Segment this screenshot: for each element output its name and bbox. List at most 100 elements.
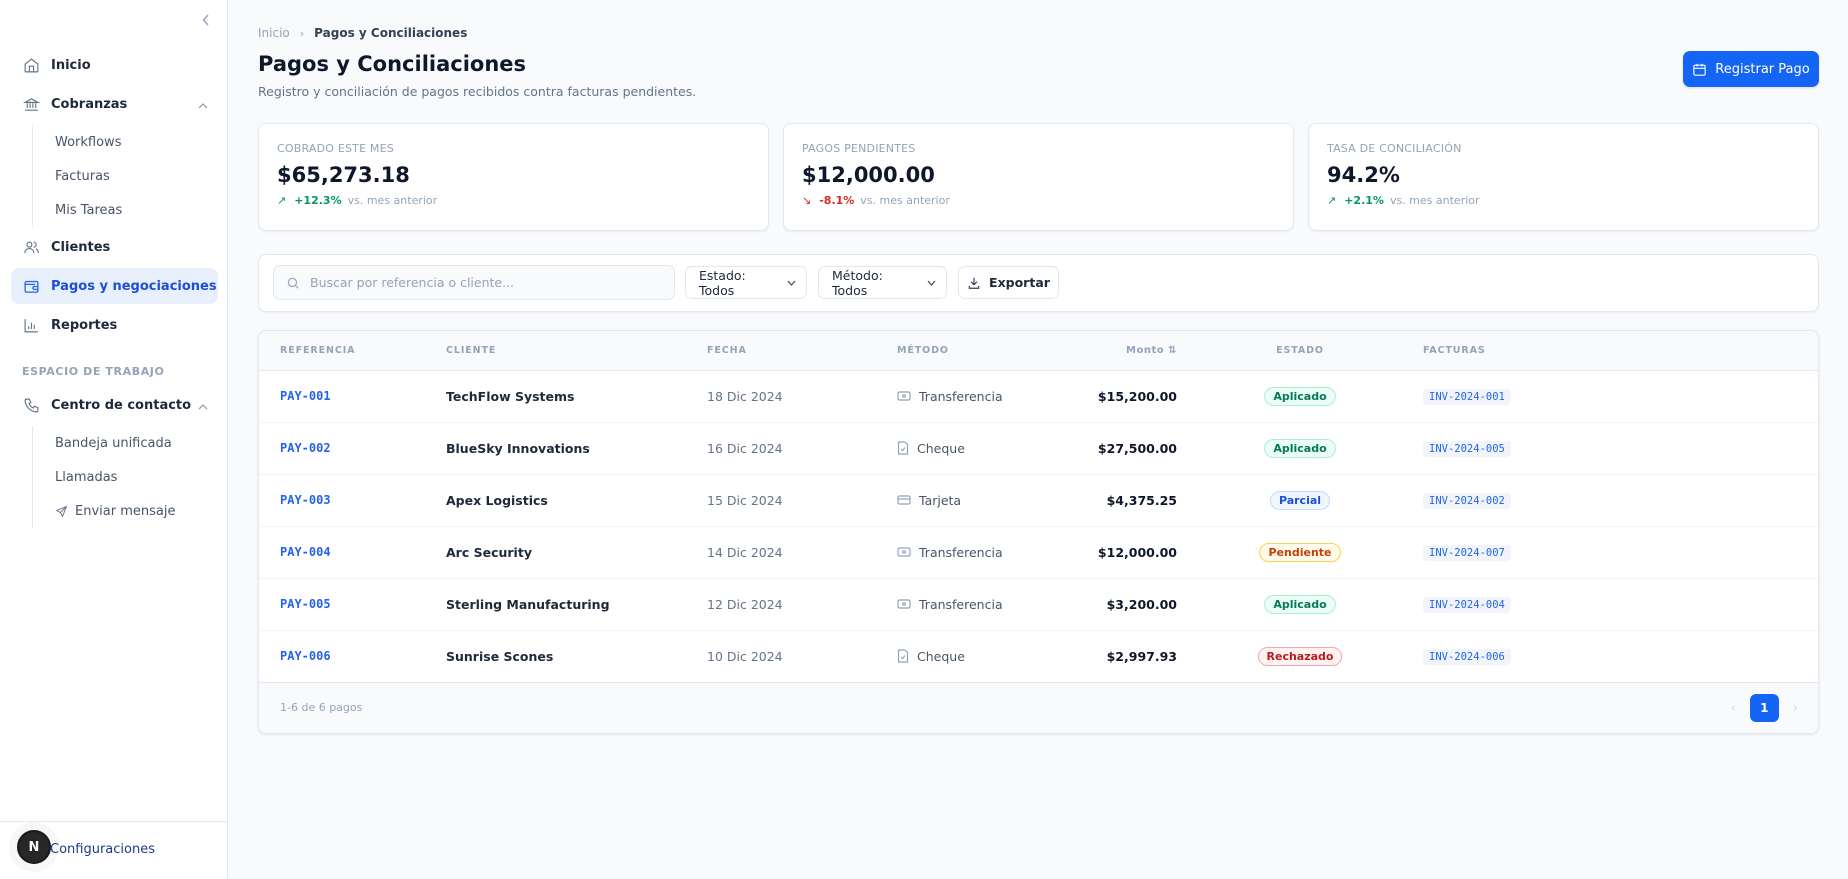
chevron-down-icon: [927, 280, 936, 286]
sidebar-subitem-workflows[interactable]: Workflows: [55, 134, 122, 150]
table-row[interactable]: PAY-004 Arc Security 14 Dic 2024 Transfe…: [259, 526, 1818, 578]
payment-reference-link[interactable]: PAY-003: [280, 493, 331, 507]
kpi-card-tasa: Tasa de conciliación 94.2% ↗ +2.1% vs. m…: [1308, 123, 1819, 231]
table-row[interactable]: PAY-006 Sunrise Scones 10 Dic 2024 Chequ…: [259, 630, 1818, 682]
invoice-cell: INV-2024-006: [1423, 630, 1818, 682]
sidebar-item-label: Cobranzas: [51, 96, 128, 112]
invoice-cell: INV-2024-005: [1423, 422, 1818, 474]
workspace-section-label: ESPACIO DE TRABAJO: [22, 364, 165, 378]
column-header-metodo: Método: [897, 344, 949, 356]
prev-page-button[interactable]: ‹: [1730, 700, 1736, 716]
column-header-referencia: Referencia: [280, 344, 356, 356]
bank-transfer-icon: [897, 546, 911, 558]
client-name: Arc Security: [446, 544, 532, 560]
chevron-left-icon: [202, 14, 209, 26]
table-row[interactable]: PAY-001 TechFlow Systems 18 Dic 2024 Tra…: [259, 370, 1818, 422]
payment-reference-link[interactable]: PAY-002: [280, 441, 331, 455]
sidebar-subitem-bandeja[interactable]: Bandeja unificada: [55, 435, 172, 451]
kpi-value: 94.2%: [1327, 163, 1400, 187]
kpi-label: Cobrado este mes: [277, 142, 394, 155]
sidebar-item-reportes[interactable]: Reportes: [11, 307, 218, 343]
sidebar-item-label: Clientes: [51, 239, 111, 255]
estado-filter-select[interactable]: Estado: Todos: [685, 266, 807, 299]
kpi-label: Pagos pendientes: [802, 142, 916, 155]
payment-reference-link[interactable]: PAY-006: [280, 649, 331, 664]
payment-date: 18 Dic 2024: [707, 388, 783, 404]
sidebar-item-clientes[interactable]: Clientes: [11, 229, 218, 265]
payments-table: Referencia Cliente Fecha Método Monto ⇅ …: [258, 330, 1819, 734]
sidebar-subitem-llamadas[interactable]: Llamadas: [55, 469, 118, 485]
trend-compare: vs. mes anterior: [1389, 194, 1480, 207]
trend-percentage: +2.1%: [1344, 194, 1384, 207]
kpi-cards: Cobrado este mes $65,273.18 ↗ +12.3% vs.…: [258, 123, 1819, 231]
table-row[interactable]: PAY-002 BlueSky Innovations 16 Dic 2024 …: [259, 422, 1818, 474]
trend-percentage: +12.3%: [294, 194, 342, 207]
sidebar-subitem-facturas[interactable]: Facturas: [55, 168, 110, 184]
settings-link[interactable]: Configuraciones: [50, 842, 155, 857]
kpi-label: Tasa de conciliación: [1327, 142, 1462, 155]
status-badge: Pendiente: [1259, 542, 1341, 562]
status-badge: Parcial: [1269, 490, 1331, 510]
sidebar-item-cobranzas[interactable]: Cobranzas: [11, 86, 218, 122]
collapse-sidebar-button[interactable]: [199, 12, 213, 28]
breadcrumb: Inicio › Pagos y Conciliaciones: [258, 26, 467, 40]
client-name: BlueSky Innovations: [446, 440, 590, 456]
kpi-value: $65,273.18: [277, 163, 410, 187]
sidebar-item-pagos[interactable]: Pagos y negociaciones: [11, 268, 218, 304]
payment-method: Transferencia: [897, 526, 1077, 578]
trend-compare: vs. mes anterior: [860, 194, 950, 207]
kpi-card-pendientes: Pagos pendientes $12,000.00 ↘ -8.1% vs. …: [783, 123, 1294, 231]
sidebar-subitem-mis-tareas[interactable]: Mis Tareas: [55, 202, 123, 218]
next-page-button[interactable]: ›: [1792, 700, 1798, 716]
sidebar-item-inicio[interactable]: Inicio: [11, 47, 218, 83]
payment-date: 16 Dic 2024: [707, 440, 783, 456]
download-icon: [967, 276, 981, 290]
filter-bar: Estado: Todos Método: Todos Exportar: [258, 254, 1819, 312]
invoice-link[interactable]: INV-2024-007: [1423, 544, 1511, 561]
register-payment-button[interactable]: Registrar Pago: [1683, 51, 1819, 87]
status-badge: Rechazado: [1257, 646, 1343, 666]
export-button[interactable]: Exportar: [958, 266, 1059, 299]
page-title: Pagos y Conciliaciones: [258, 52, 527, 76]
table-row[interactable]: PAY-005 Sterling Manufacturing 12 Dic 20…: [259, 578, 1818, 630]
sidebar-subitem-enviar-mensaje[interactable]: Enviar mensaje: [33, 494, 218, 528]
invoice-link[interactable]: INV-2024-006: [1423, 648, 1511, 665]
breadcrumb-home-link[interactable]: Inicio: [258, 26, 290, 40]
payment-amount: $27,500.00: [1097, 440, 1177, 456]
avatar[interactable]: N: [17, 830, 51, 864]
column-header-monto-sort[interactable]: Monto ⇅: [1126, 344, 1177, 356]
search-icon: [286, 276, 300, 290]
invoice-link[interactable]: INV-2024-002: [1423, 492, 1511, 509]
status-cell: Rechazado: [1177, 630, 1423, 682]
invoice-link[interactable]: INV-2024-001: [1423, 388, 1511, 405]
cobranzas-submenu: Workflows Facturas Mis Tareas: [32, 125, 218, 227]
payment-reference-link[interactable]: PAY-005: [280, 597, 331, 611]
payment-amount: $2,997.93: [1106, 648, 1177, 664]
chevron-right-icon: ›: [299, 26, 305, 40]
search-input[interactable]: [310, 275, 650, 290]
invoice-link[interactable]: INV-2024-005: [1423, 440, 1511, 457]
search-box[interactable]: [273, 265, 675, 300]
payment-reference-link[interactable]: PAY-004: [280, 545, 331, 559]
payment-amount: $15,200.00: [1097, 388, 1177, 404]
column-header-estado: Estado: [1276, 344, 1324, 356]
bank-transfer-icon: [897, 390, 911, 402]
client-name: Sunrise Scones: [446, 648, 554, 664]
metodo-filter-select[interactable]: Método: Todos: [818, 266, 947, 299]
sidebar-item-centro-contacto[interactable]: Centro de contacto: [11, 387, 218, 423]
client-name: Apex Logistics: [446, 492, 548, 508]
kpi-card-cobrado: Cobrado este mes $65,273.18 ↗ +12.3% vs.…: [258, 123, 769, 231]
table-row[interactable]: PAY-003 Apex Logistics 15 Dic 2024 Tarje…: [259, 474, 1818, 526]
table-footer: 1-6 de 6 pagos ‹ 1 ›: [259, 682, 1818, 733]
kpi-trend: ↗ +2.1% vs. mes anterior: [1327, 194, 1800, 207]
payment-reference-link[interactable]: PAY-001: [280, 389, 331, 403]
sidebar-nav: Inicio Cobranzas Workflows Facturas Mis …: [11, 47, 218, 530]
users-icon: [22, 238, 40, 256]
page-button-current[interactable]: 1: [1749, 694, 1779, 722]
invoice-link[interactable]: INV-2024-004: [1423, 596, 1511, 613]
trend-up-icon: ↗: [277, 194, 287, 207]
calendar-icon: [1692, 62, 1707, 77]
client-name: TechFlow Systems: [446, 388, 575, 404]
chevron-up-icon: [198, 98, 208, 113]
chevron-down-icon: [787, 280, 796, 286]
